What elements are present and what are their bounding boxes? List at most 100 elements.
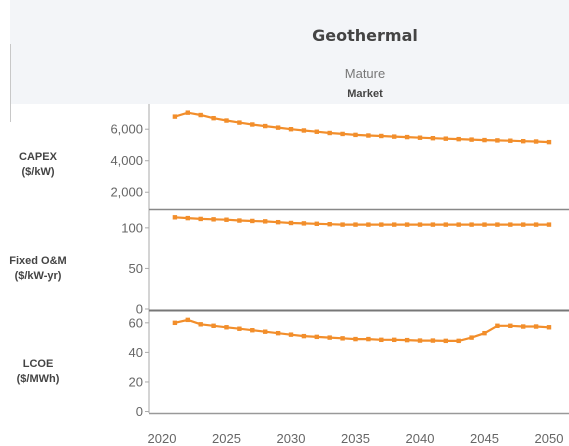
series-line bbox=[174, 111, 550, 144]
header-divider bbox=[10, 44, 11, 122]
x-tick-label: 2030 bbox=[277, 431, 306, 446]
data-point bbox=[198, 112, 203, 118]
data-point bbox=[443, 222, 448, 227]
x-tick-label: 2020 bbox=[148, 431, 177, 446]
data-point bbox=[456, 338, 461, 344]
data-point bbox=[340, 222, 345, 227]
data-point bbox=[404, 222, 410, 227]
lcoe-row-label: LCOE ($/MWh) bbox=[16, 358, 60, 385]
data-point bbox=[301, 128, 307, 133]
data-point bbox=[521, 138, 526, 144]
x-tick-label: 2035 bbox=[341, 431, 370, 446]
y-tick-label: 6,000 bbox=[110, 122, 143, 137]
data-point bbox=[456, 222, 461, 227]
data-point bbox=[237, 218, 242, 223]
data-point bbox=[250, 218, 255, 224]
y-tick-label: 20 bbox=[129, 374, 143, 389]
data-point bbox=[482, 330, 487, 336]
data-point bbox=[533, 324, 539, 329]
data-point bbox=[275, 330, 281, 336]
data-point bbox=[417, 135, 423, 140]
data-point bbox=[288, 332, 294, 337]
data-point bbox=[366, 133, 371, 138]
chart-header bbox=[10, 0, 569, 104]
data-point bbox=[263, 219, 268, 224]
data-point bbox=[224, 325, 229, 330]
data-point bbox=[379, 337, 384, 343]
data-point bbox=[353, 222, 358, 227]
x-tick-label: 2045 bbox=[470, 431, 499, 446]
data-point bbox=[546, 325, 552, 330]
data-point bbox=[327, 335, 332, 340]
data-point bbox=[495, 323, 500, 328]
data-point bbox=[366, 222, 371, 227]
capex-row-label: CAPEX ($/kW) bbox=[19, 151, 57, 178]
data-point bbox=[314, 334, 319, 340]
series-line bbox=[174, 318, 550, 342]
data-point bbox=[430, 338, 436, 343]
data-point bbox=[211, 323, 216, 328]
data-point bbox=[508, 323, 513, 328]
data-point bbox=[314, 129, 319, 134]
data-point bbox=[521, 324, 526, 329]
data-point bbox=[314, 221, 319, 226]
y-tick-label: 0 bbox=[136, 404, 143, 419]
data-point bbox=[392, 337, 397, 343]
data-point bbox=[185, 110, 190, 115]
data-point bbox=[430, 135, 436, 141]
data-point bbox=[340, 131, 345, 137]
data-point bbox=[521, 222, 526, 227]
data-point bbox=[353, 336, 358, 342]
data-point bbox=[340, 336, 345, 341]
data-point bbox=[172, 320, 178, 326]
data-point bbox=[546, 222, 552, 227]
data-point bbox=[275, 219, 281, 225]
y-tick-label: 40 bbox=[129, 345, 143, 360]
data-point bbox=[495, 222, 500, 227]
y-tick-label: 4,000 bbox=[110, 153, 143, 168]
data-point bbox=[533, 139, 539, 144]
data-point bbox=[301, 333, 307, 339]
data-point bbox=[250, 328, 255, 333]
y-tick-label: 60 bbox=[129, 315, 143, 330]
y-tick-label: 100 bbox=[121, 220, 143, 235]
y-tick-label: 2,000 bbox=[110, 185, 143, 200]
data-point bbox=[469, 335, 474, 340]
series-line bbox=[174, 216, 549, 226]
x-tick-label: 2050 bbox=[535, 431, 564, 446]
data-point bbox=[482, 137, 487, 143]
x-tick-label: 2025 bbox=[212, 431, 241, 446]
data-point bbox=[392, 222, 397, 227]
data-point bbox=[185, 215, 190, 221]
data-point bbox=[211, 217, 216, 222]
data-point bbox=[275, 125, 281, 130]
data-point bbox=[237, 120, 242, 125]
data-point bbox=[430, 222, 436, 227]
data-point bbox=[327, 130, 332, 136]
data-point bbox=[469, 222, 474, 227]
data-point bbox=[250, 122, 255, 127]
data-point bbox=[379, 222, 384, 227]
data-point bbox=[172, 114, 178, 119]
data-point bbox=[172, 215, 178, 220]
data-point bbox=[301, 221, 307, 226]
data-point bbox=[263, 123, 268, 129]
data-point bbox=[185, 317, 190, 323]
data-point bbox=[366, 336, 371, 342]
data-point bbox=[443, 338, 448, 344]
data-point bbox=[224, 217, 229, 222]
y-tick-label: 50 bbox=[129, 261, 143, 276]
x-tick-label: 2040 bbox=[406, 431, 435, 446]
y-tick-label: 0 bbox=[136, 302, 143, 317]
data-point bbox=[392, 134, 397, 139]
data-point bbox=[211, 115, 216, 121]
data-point bbox=[353, 132, 358, 138]
data-point bbox=[198, 322, 203, 327]
data-point bbox=[456, 136, 461, 142]
data-point bbox=[533, 222, 539, 227]
data-point bbox=[288, 220, 294, 226]
data-point bbox=[546, 139, 552, 145]
data-point bbox=[443, 136, 448, 141]
data-point bbox=[482, 222, 487, 227]
